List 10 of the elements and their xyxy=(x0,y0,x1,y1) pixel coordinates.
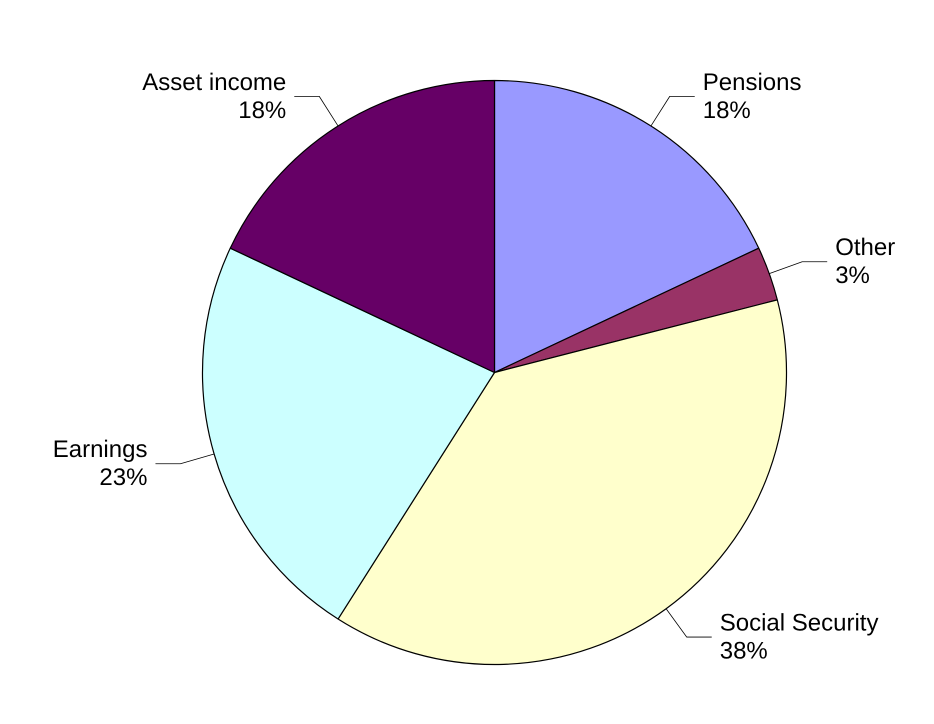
slice-label: Earnings xyxy=(52,436,148,464)
data-label: 23% xyxy=(99,464,148,492)
data-label: 18% xyxy=(238,96,286,124)
slice-label: Other xyxy=(835,234,896,262)
data-label: 18% xyxy=(702,96,751,124)
data-label: 3% xyxy=(835,262,870,290)
data-label: 38% xyxy=(720,638,768,665)
slice-label: Social Security xyxy=(720,610,878,637)
slice-label: Pensions xyxy=(702,68,802,96)
slice-label: Asset income xyxy=(142,68,286,96)
